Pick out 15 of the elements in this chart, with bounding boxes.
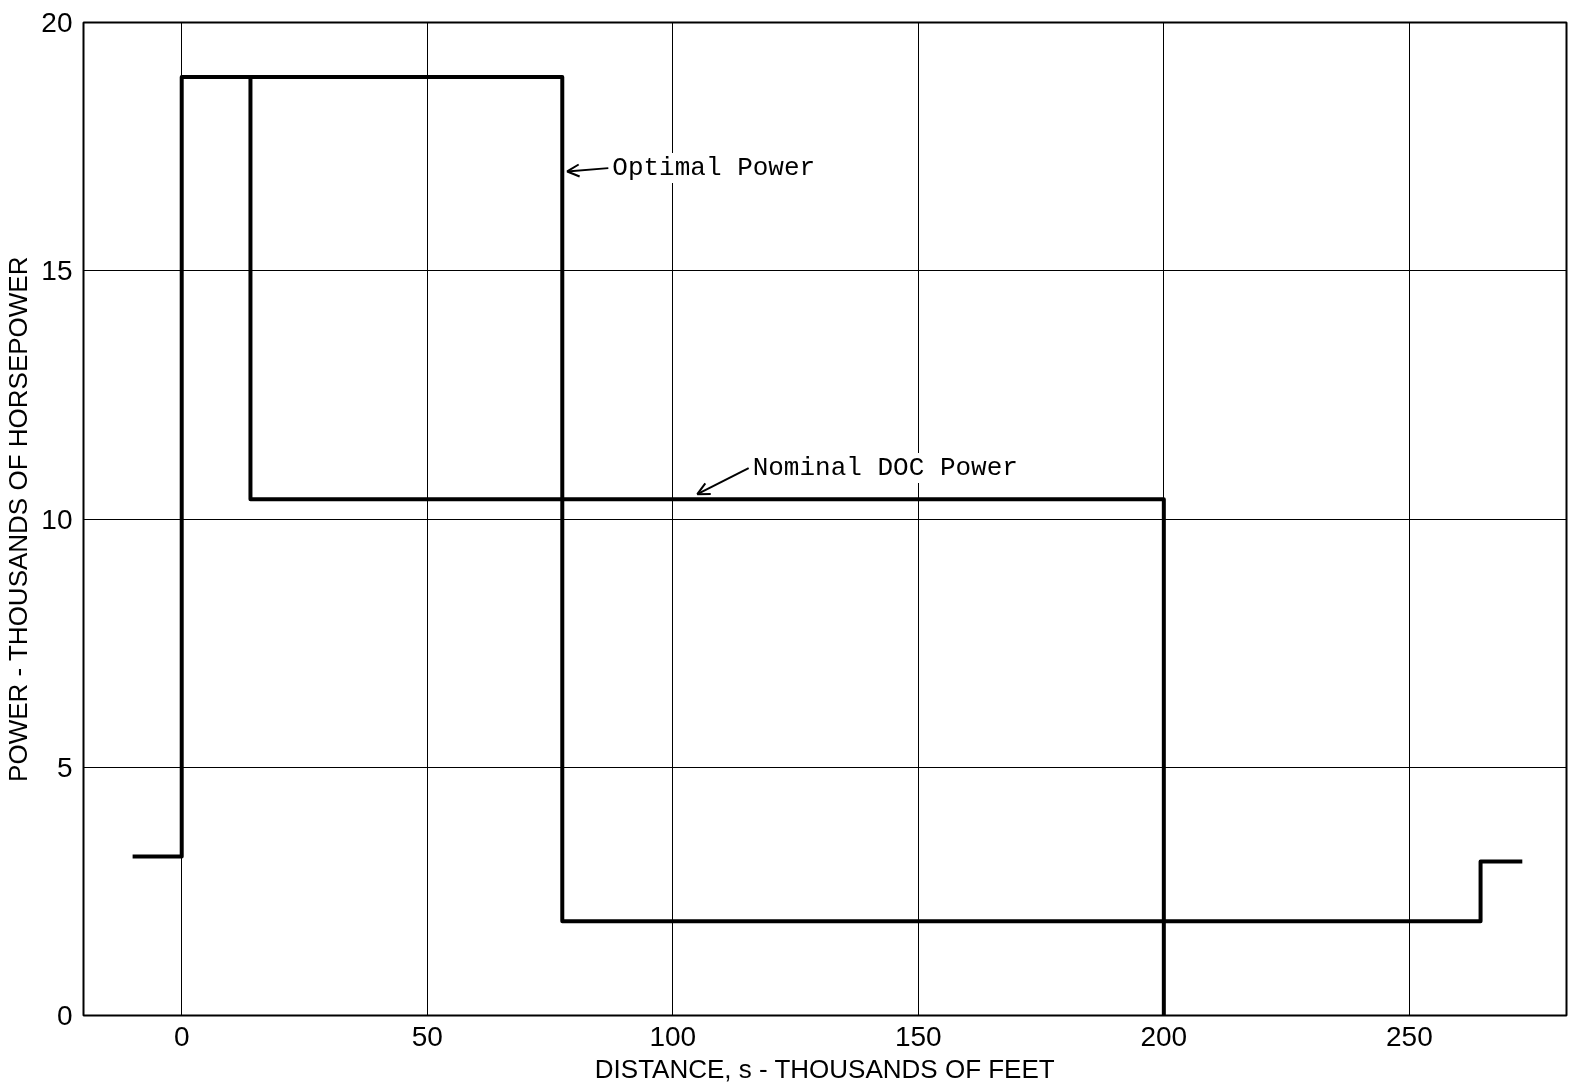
x-tick-label: 100	[649, 1020, 697, 1052]
x-tick-label: 150	[894, 1020, 942, 1052]
y-tick-label: 5	[56, 751, 73, 783]
y-tick-label: 0	[56, 1000, 73, 1031]
x-tick-label: 200	[1140, 1020, 1188, 1052]
x-tick-label: 50	[411, 1020, 443, 1052]
y-tick-label: 10	[41, 503, 73, 535]
annotation: Nominal DOC Power	[752, 453, 1018, 484]
x-axis-title: DISTANCE, s - THOUSANDS OF FEET	[594, 1053, 1055, 1084]
y-tick-label: 15	[41, 255, 73, 287]
x-tick-label: 0	[173, 1020, 190, 1052]
x-tick-label: 250	[1386, 1020, 1433, 1052]
y-tick-label: 20	[41, 7, 73, 38]
annotation: Optimal Power	[612, 153, 816, 184]
y-axis-title: POWER - THOUSANDS OF HORSEPOWER	[3, 256, 34, 782]
